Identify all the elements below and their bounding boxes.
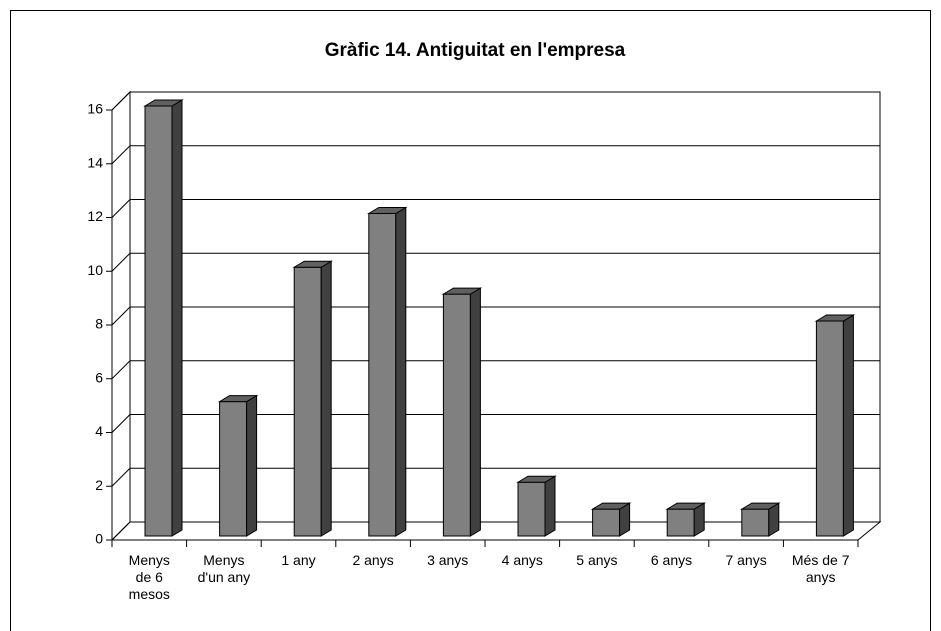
bar — [442, 293, 471, 537]
x-tick-label: Més de 7 anys — [791, 552, 850, 585]
y-tick-label: 6 — [95, 369, 103, 385]
bar-side — [246, 394, 258, 537]
y-tick-label: 8 — [95, 316, 103, 332]
x-tick-label: Menys d'un any — [197, 552, 251, 585]
x-tick-label: 7 anys — [725, 552, 767, 568]
y-tick-label: 0 — [95, 531, 103, 547]
y-tick-label: 12 — [87, 208, 103, 224]
x-tick-label: 4 anys — [501, 552, 543, 568]
x-tick-label: 1 any — [281, 552, 316, 568]
x-tick-label: 6 anys — [650, 552, 693, 568]
bar — [741, 508, 770, 537]
bar — [517, 481, 546, 537]
bar-top — [739, 502, 781, 510]
bar — [293, 266, 322, 537]
bar-side — [469, 287, 481, 537]
grid-line — [111, 414, 880, 433]
bar — [592, 508, 621, 537]
grid-line — [111, 467, 880, 487]
bar — [666, 508, 695, 537]
x-tick-label: Menys de 6 mesos — [128, 552, 170, 602]
bar-top — [217, 395, 259, 403]
bar — [219, 401, 248, 537]
y-tick-label: 14 — [87, 154, 103, 170]
bar-top — [366, 207, 408, 214]
x-tick-label: 5 anys — [576, 552, 618, 568]
grid-line — [111, 199, 880, 218]
chart-title: Gràfic 14. Antiguitat en l'empresa — [325, 40, 626, 61]
y-tick-label: 4 — [95, 423, 103, 439]
grid-line — [111, 91, 880, 111]
bar-side — [842, 314, 854, 537]
grid-line — [111, 360, 880, 380]
bar — [815, 320, 844, 537]
bar — [144, 105, 173, 537]
bar-top — [143, 99, 184, 107]
bar-top — [590, 502, 632, 510]
bar-side — [544, 475, 556, 537]
y-tick-label: 10 — [87, 262, 103, 278]
bar-top — [292, 260, 334, 268]
bar-side — [320, 260, 332, 537]
bar-top — [665, 502, 707, 510]
x-tick-label: 2 anys — [352, 552, 394, 568]
bar-top — [441, 287, 483, 295]
bar-side — [395, 206, 407, 537]
bar-top — [516, 475, 557, 483]
x-tick-label: 3 anys — [427, 552, 469, 568]
y-tick-label: 16 — [87, 101, 103, 117]
bar — [368, 213, 397, 537]
grid-line — [111, 306, 880, 326]
grid-line — [111, 252, 880, 272]
grid-line — [111, 145, 880, 165]
y-tick-label: 2 — [95, 477, 103, 493]
bar-top — [814, 314, 856, 322]
bar-side — [171, 99, 183, 537]
